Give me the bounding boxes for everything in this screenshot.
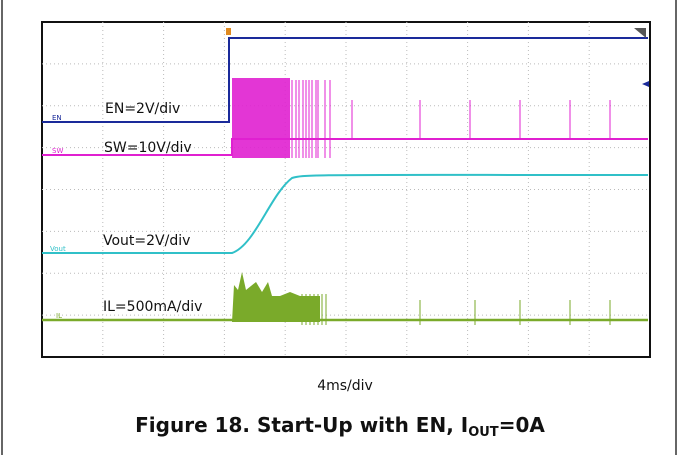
caption-tail: =0A bbox=[499, 413, 546, 437]
caption-subscript: OUT bbox=[468, 425, 499, 440]
channel-scale: SW=10V/div bbox=[104, 140, 192, 156]
channel-tag: IL bbox=[56, 312, 62, 320]
channel-scale: EN=2V/div bbox=[105, 101, 180, 117]
sw-burst bbox=[232, 78, 290, 158]
channel-scale: Vout=2V/div bbox=[103, 233, 190, 249]
channel-scale: IL=500mA/div bbox=[103, 299, 202, 315]
channel-tag: SW bbox=[52, 147, 63, 155]
figure: EN SW Vout IL EN=2V/div SW=10V/div Vout=… bbox=[0, 0, 679, 455]
channel-tag: Vout bbox=[50, 245, 66, 253]
trigger-marker bbox=[226, 28, 231, 35]
caption: Figure 18. Start-Up with EN, IOUT=0A bbox=[135, 413, 545, 440]
channel-tag: EN bbox=[52, 114, 62, 122]
timebase: 4ms/div bbox=[317, 378, 373, 394]
caption-text: Figure 18. Start-Up with EN, I bbox=[135, 413, 468, 437]
